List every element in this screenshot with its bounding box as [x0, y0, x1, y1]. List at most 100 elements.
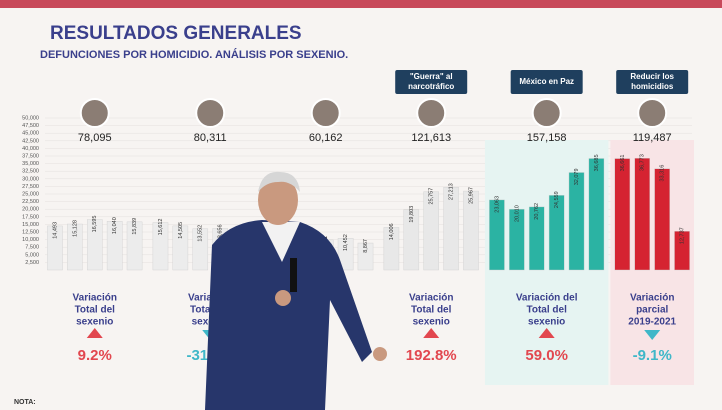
- bar: [192, 228, 209, 271]
- y-tick-label: 15,000: [22, 222, 39, 228]
- y-tick-label: 35,000: [22, 161, 39, 167]
- bar: [463, 190, 479, 271]
- speaker-shirt: [262, 222, 300, 262]
- tag-box: [510, 70, 583, 94]
- y-tick-label: 40,000: [22, 146, 39, 152]
- change-arrow: [538, 328, 555, 338]
- panel-text: Variación del: [516, 293, 578, 304]
- speaker-body: [205, 220, 372, 410]
- change-arrow: [86, 328, 103, 338]
- chart-title: RESULTADOS GENERALES: [50, 23, 302, 44]
- bar: [172, 225, 189, 271]
- portrait: [310, 98, 341, 128]
- change-arrow: [423, 328, 440, 338]
- sexenio-total: 78,095: [78, 132, 112, 144]
- panel-text: 2019-2021: [628, 317, 676, 328]
- bar-label: 15,128: [72, 220, 78, 237]
- portrait: [195, 98, 226, 128]
- y-tick-label: 37,500: [22, 153, 39, 159]
- change-value: 59.0%: [525, 347, 568, 364]
- y-tick-label: 12,500: [22, 229, 39, 235]
- bar: [654, 168, 670, 271]
- panel-text: Variación: [73, 293, 117, 304]
- bar-label: 13,656: [218, 224, 224, 241]
- bar: [614, 158, 631, 271]
- chart-subtitle: DEFUNCIONES POR HOMICIDIO. ANÁLISIS POR …: [40, 48, 348, 61]
- y-tick-label: 45,000: [22, 131, 39, 137]
- note: NOTA:: [14, 399, 36, 406]
- bar: [423, 191, 439, 271]
- panel-text: Total del: [526, 305, 567, 316]
- bar: [126, 221, 143, 271]
- speaker-hand: [373, 347, 387, 361]
- bar: [67, 223, 83, 271]
- bar: [403, 209, 420, 271]
- bar: [548, 195, 565, 271]
- y-tick-label: 22,500: [22, 199, 39, 205]
- bar: [337, 238, 354, 271]
- bar-label: 15,839: [132, 218, 138, 235]
- sexenio-total: 60,162: [309, 132, 343, 144]
- bar-label: 25,967: [468, 187, 474, 204]
- bar: [86, 219, 103, 271]
- bar-label: 33,316: [660, 165, 666, 182]
- bar: [588, 158, 605, 271]
- bar: [47, 225, 63, 271]
- y-tick-label: 7,500: [25, 245, 39, 251]
- plot: 2,5005,0007,50010,00012,50015,00017,5002…: [22, 70, 694, 385]
- top-band: [0, 0, 722, 8]
- bar-label: 13,552: [198, 225, 204, 242]
- bar-label: 20,762: [534, 203, 540, 220]
- bar-label: 20,010: [514, 205, 520, 222]
- bar-label: 14,493: [52, 222, 58, 239]
- speaker: [205, 171, 387, 410]
- bar: [383, 227, 400, 271]
- bar: [489, 199, 505, 271]
- bar-label: 14,006: [389, 223, 395, 240]
- y-tick-label: 50,000: [22, 115, 39, 121]
- bar-label: 19,803: [409, 206, 415, 223]
- y-tick-label: 42,500: [22, 138, 39, 144]
- sexenio-total: 157,158: [527, 132, 567, 144]
- panel-text: sexenio: [528, 317, 565, 328]
- bar-label: 24,559: [554, 191, 560, 208]
- panel-text: parcial: [636, 305, 668, 316]
- sexenio-total: 121,613: [411, 132, 451, 144]
- speaker-head: [258, 175, 298, 225]
- tag-box: [395, 70, 468, 94]
- change-arrow: [644, 330, 661, 340]
- panel-text: Variación: [409, 293, 453, 304]
- portrait: [416, 98, 447, 128]
- y-tick-label: 32,500: [22, 169, 39, 175]
- bar-label: 27,213: [449, 183, 455, 200]
- bar-label: 14,505: [178, 222, 184, 239]
- bar: [568, 172, 585, 271]
- portrait: [531, 98, 562, 128]
- sexenio-tag: "Guerra" al narcotráfico: [408, 72, 454, 91]
- bar: [674, 231, 690, 271]
- bar-label: 15,612: [158, 219, 164, 236]
- bar-label: 32,079: [574, 168, 580, 185]
- sexenio-tag: México en Paz: [519, 77, 574, 86]
- change-value: 9.2%: [78, 347, 112, 364]
- sexenio-tag: Reducir los homicidios: [630, 72, 674, 91]
- y-tick-label: 10,000: [22, 237, 39, 243]
- bar: [357, 242, 374, 271]
- panel-text: Total del: [411, 305, 452, 316]
- portrait: [637, 98, 668, 128]
- portrait: [79, 98, 110, 128]
- bar-label: 16,595: [92, 216, 98, 233]
- bar-label: 8,867: [363, 239, 369, 253]
- bar: [152, 222, 169, 271]
- y-tick-label: 27,500: [22, 184, 39, 190]
- sexenio-total: 80,311: [194, 132, 227, 144]
- y-tick-label: 47,500: [22, 123, 39, 129]
- bar: [443, 187, 459, 271]
- bar-label: 10,452: [343, 234, 349, 251]
- panel-text: Variación: [630, 293, 674, 304]
- bar: [509, 208, 525, 271]
- bar-label: 36,773: [640, 154, 646, 171]
- sexenio-total: 119,487: [633, 132, 672, 144]
- bar-label: 16,040: [112, 217, 118, 234]
- group-bg: [484, 140, 609, 385]
